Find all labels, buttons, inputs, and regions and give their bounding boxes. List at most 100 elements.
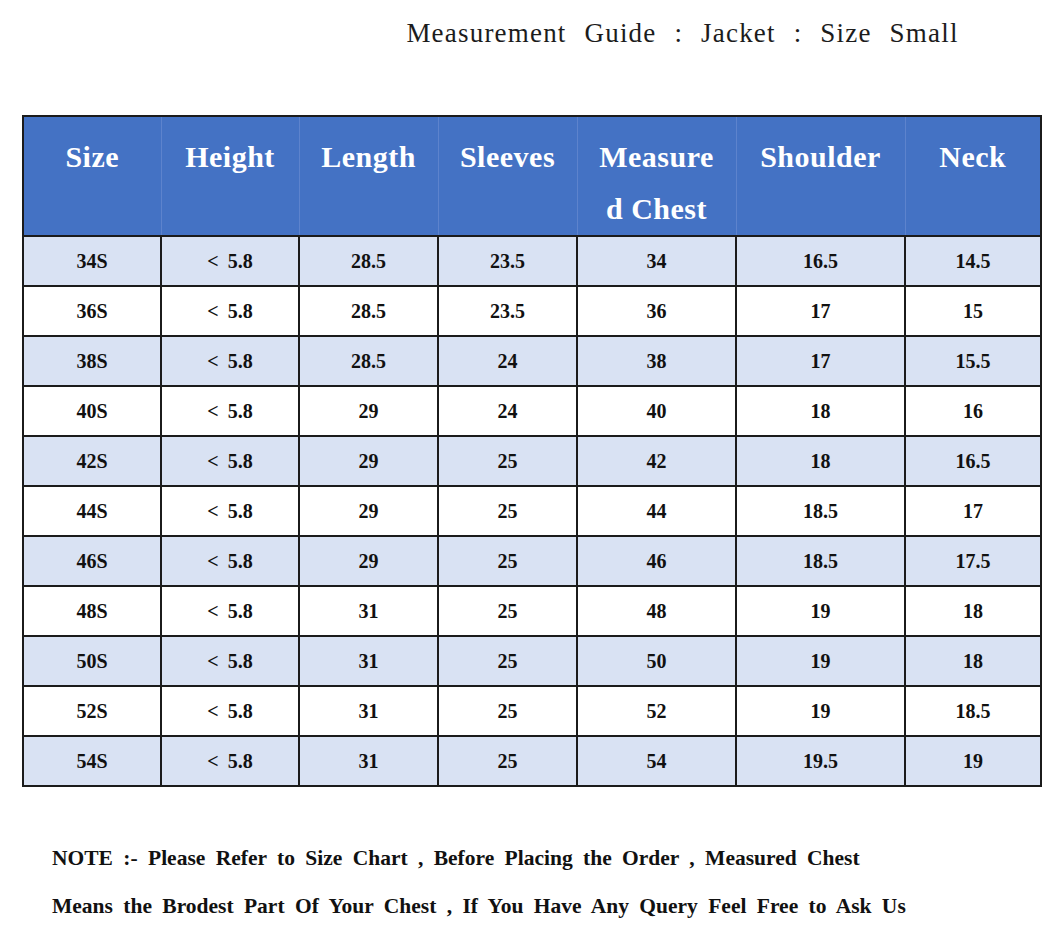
column-header-line: d Chest [578,183,736,235]
column-header-line: Sleeves [439,131,577,183]
table-row-50S: 50S< 5.83125501918 [23,636,1041,686]
cell-height: < 5.8 [161,636,299,686]
cell-length: 31 [299,636,438,686]
cell-measured_chest: 50 [577,636,736,686]
cell-shoulder: 18.5 [736,486,905,536]
cell-shoulder: 18 [736,386,905,436]
table-row-52S: 52S< 5.83125521918.5 [23,686,1041,736]
column-header-neck: Neck [905,116,1041,236]
cell-length: 31 [299,586,438,636]
cell-measured_chest: 38 [577,336,736,386]
cell-length: 28.5 [299,286,438,336]
cell-shoulder: 19 [736,586,905,636]
cell-size: 50S [23,636,161,686]
cell-size: 40S [23,386,161,436]
table-row-38S: 38S< 5.828.524381715.5 [23,336,1041,386]
table-row-46S: 46S< 5.829254618.517.5 [23,536,1041,586]
cell-length: 29 [299,386,438,436]
column-header-measured_chest: Measured Chest [577,116,736,236]
cell-neck: 18.5 [905,686,1041,736]
cell-size: 52S [23,686,161,736]
table-row-40S: 40S< 5.82924401816 [23,386,1041,436]
cell-length: 29 [299,536,438,586]
column-header-length: Length [299,116,438,236]
cell-length: 31 [299,736,438,786]
cell-shoulder: 17 [736,336,905,386]
measurement-table: SizeHeightLengthSleevesMeasured ChestSho… [22,115,1042,787]
cell-neck: 16 [905,386,1041,436]
cell-length: 29 [299,436,438,486]
cell-neck: 16.5 [905,436,1041,486]
column-header-line: Shoulder [737,131,905,183]
note-line-2: Means the Brodest Part Of Your Chest , I… [52,882,1032,930]
table-row-34S: 34S< 5.828.523.53416.514.5 [23,236,1041,286]
table-row-48S: 48S< 5.83125481918 [23,586,1041,636]
cell-sleeves: 25 [438,686,577,736]
cell-sleeves: 23.5 [438,286,577,336]
table-header-row: SizeHeightLengthSleevesMeasured ChestSho… [23,116,1041,236]
page-title: Measurement Guide : Jacket : Size Small [0,18,1055,49]
column-header-sleeves: Sleeves [438,116,577,236]
cell-shoulder: 18.5 [736,536,905,586]
cell-sleeves: 24 [438,336,577,386]
cell-height: < 5.8 [161,486,299,536]
cell-height: < 5.8 [161,236,299,286]
cell-height: < 5.8 [161,536,299,586]
cell-shoulder: 19 [736,636,905,686]
cell-neck: 15.5 [905,336,1041,386]
cell-sleeves: 24 [438,386,577,436]
table-row-42S: 42S< 5.82925421816.5 [23,436,1041,486]
column-header-line: Length [300,131,438,183]
column-header-height: Height [161,116,299,236]
cell-measured_chest: 44 [577,486,736,536]
table-body: 34S< 5.828.523.53416.514.536S< 5.828.523… [23,236,1041,786]
cell-sleeves: 25 [438,636,577,686]
cell-size: 34S [23,236,161,286]
column-header-size: Size [23,116,161,236]
cell-measured_chest: 54 [577,736,736,786]
cell-length: 31 [299,686,438,736]
table-row-36S: 36S< 5.828.523.5361715 [23,286,1041,336]
cell-height: < 5.8 [161,586,299,636]
cell-length: 28.5 [299,336,438,386]
cell-sleeves: 25 [438,486,577,536]
cell-shoulder: 19.5 [736,736,905,786]
cell-neck: 19 [905,736,1041,786]
column-header-line: Height [162,131,299,183]
cell-shoulder: 16.5 [736,236,905,286]
cell-size: 44S [23,486,161,536]
cell-sleeves: 25 [438,586,577,636]
cell-sleeves: 25 [438,536,577,586]
cell-length: 29 [299,486,438,536]
cell-sleeves: 23.5 [438,236,577,286]
cell-shoulder: 18 [736,436,905,486]
cell-measured_chest: 42 [577,436,736,486]
cell-size: 42S [23,436,161,486]
column-header-line: Measure [578,131,736,183]
cell-height: < 5.8 [161,386,299,436]
cell-size: 46S [23,536,161,586]
cell-measured_chest: 52 [577,686,736,736]
cell-measured_chest: 48 [577,586,736,636]
column-header-line: Size [24,131,161,183]
cell-neck: 17.5 [905,536,1041,586]
cell-size: 36S [23,286,161,336]
column-header-shoulder: Shoulder [736,116,905,236]
cell-neck: 17 [905,486,1041,536]
cell-measured_chest: 34 [577,236,736,286]
table-header: SizeHeightLengthSleevesMeasured ChestSho… [23,116,1041,236]
cell-size: 54S [23,736,161,786]
cell-height: < 5.8 [161,736,299,786]
cell-neck: 14.5 [905,236,1041,286]
cell-measured_chest: 40 [577,386,736,436]
cell-sleeves: 25 [438,436,577,486]
cell-height: < 5.8 [161,336,299,386]
column-header-line: Neck [906,131,1041,183]
table-row-54S: 54S< 5.831255419.519 [23,736,1041,786]
cell-size: 48S [23,586,161,636]
cell-shoulder: 19 [736,686,905,736]
cell-size: 38S [23,336,161,386]
note-text: NOTE :- Please Refer to Size Chart , Bef… [52,834,1032,930]
cell-neck: 15 [905,286,1041,336]
cell-sleeves: 25 [438,736,577,786]
